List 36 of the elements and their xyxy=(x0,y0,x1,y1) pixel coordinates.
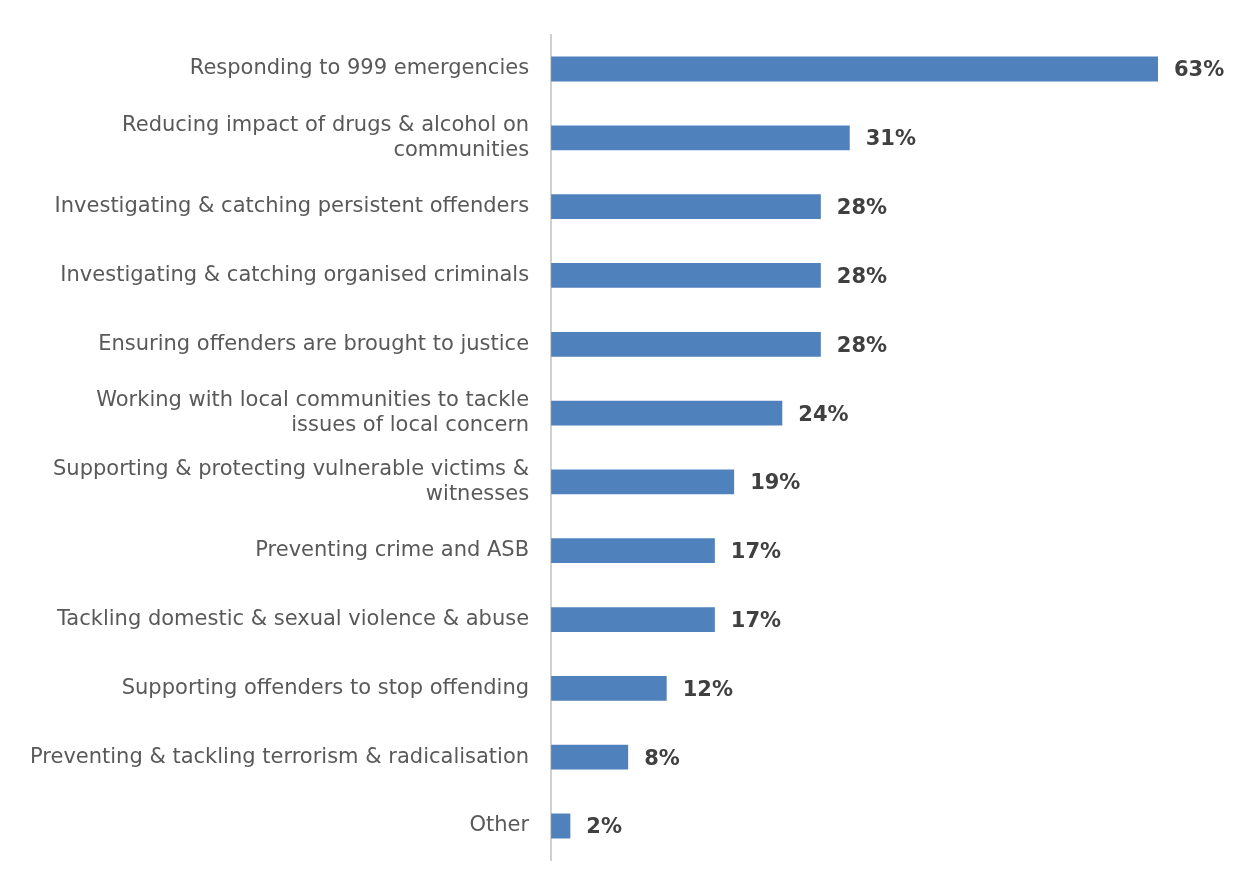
data-label: 17% xyxy=(730,539,782,564)
y-tick-label: Other xyxy=(469,812,530,837)
data-label: 12% xyxy=(682,676,733,701)
bar xyxy=(551,607,715,632)
y-tick-label: Working with local communities to tackle issues of local concern xyxy=(96,386,530,437)
y-tick-label: Reducing impact of drugs & alcohol on communities xyxy=(122,111,530,161)
data-label: 28% xyxy=(836,195,888,220)
y-tick-label: Investigating & catching persistent offenders xyxy=(54,193,530,218)
bar xyxy=(551,400,783,426)
y-tick-label: Ensuring offenders are brought to justice xyxy=(98,330,530,355)
data-label: 31% xyxy=(865,126,916,151)
bar xyxy=(551,675,667,701)
data-label: 17% xyxy=(730,607,782,632)
y-tick-label: Responding to 999 emergencies xyxy=(189,55,530,80)
y-tick-label: Investigating & catching organised criminals xyxy=(60,261,530,286)
data-label: 2% xyxy=(586,814,623,839)
bar xyxy=(551,194,821,220)
data-label: 19% xyxy=(750,470,801,495)
data-label: 28% xyxy=(836,263,888,288)
y-tick-label: Supporting offenders to stop offending xyxy=(121,674,530,699)
y-tick-label: Supporting & protecting vulnerable victims & witnesses xyxy=(53,455,530,505)
bar xyxy=(551,744,629,770)
data-label: 24% xyxy=(798,401,849,426)
bar xyxy=(551,56,1158,82)
bar xyxy=(551,331,821,357)
bar xyxy=(551,538,715,564)
bar xyxy=(551,263,821,288)
data-label: 28% xyxy=(836,332,888,357)
y-tick-label: Preventing & tackling terrorism & radicalisation xyxy=(29,743,530,768)
data-label: 8% xyxy=(644,745,680,770)
data-label: 63% xyxy=(1174,57,1225,82)
y-tick-label: Tackling domestic & sexual violence & abuse xyxy=(55,605,530,630)
bar xyxy=(551,125,850,151)
bar xyxy=(551,469,735,495)
bar xyxy=(551,813,571,839)
y-tick-label: Preventing crime and ASB xyxy=(255,537,530,562)
